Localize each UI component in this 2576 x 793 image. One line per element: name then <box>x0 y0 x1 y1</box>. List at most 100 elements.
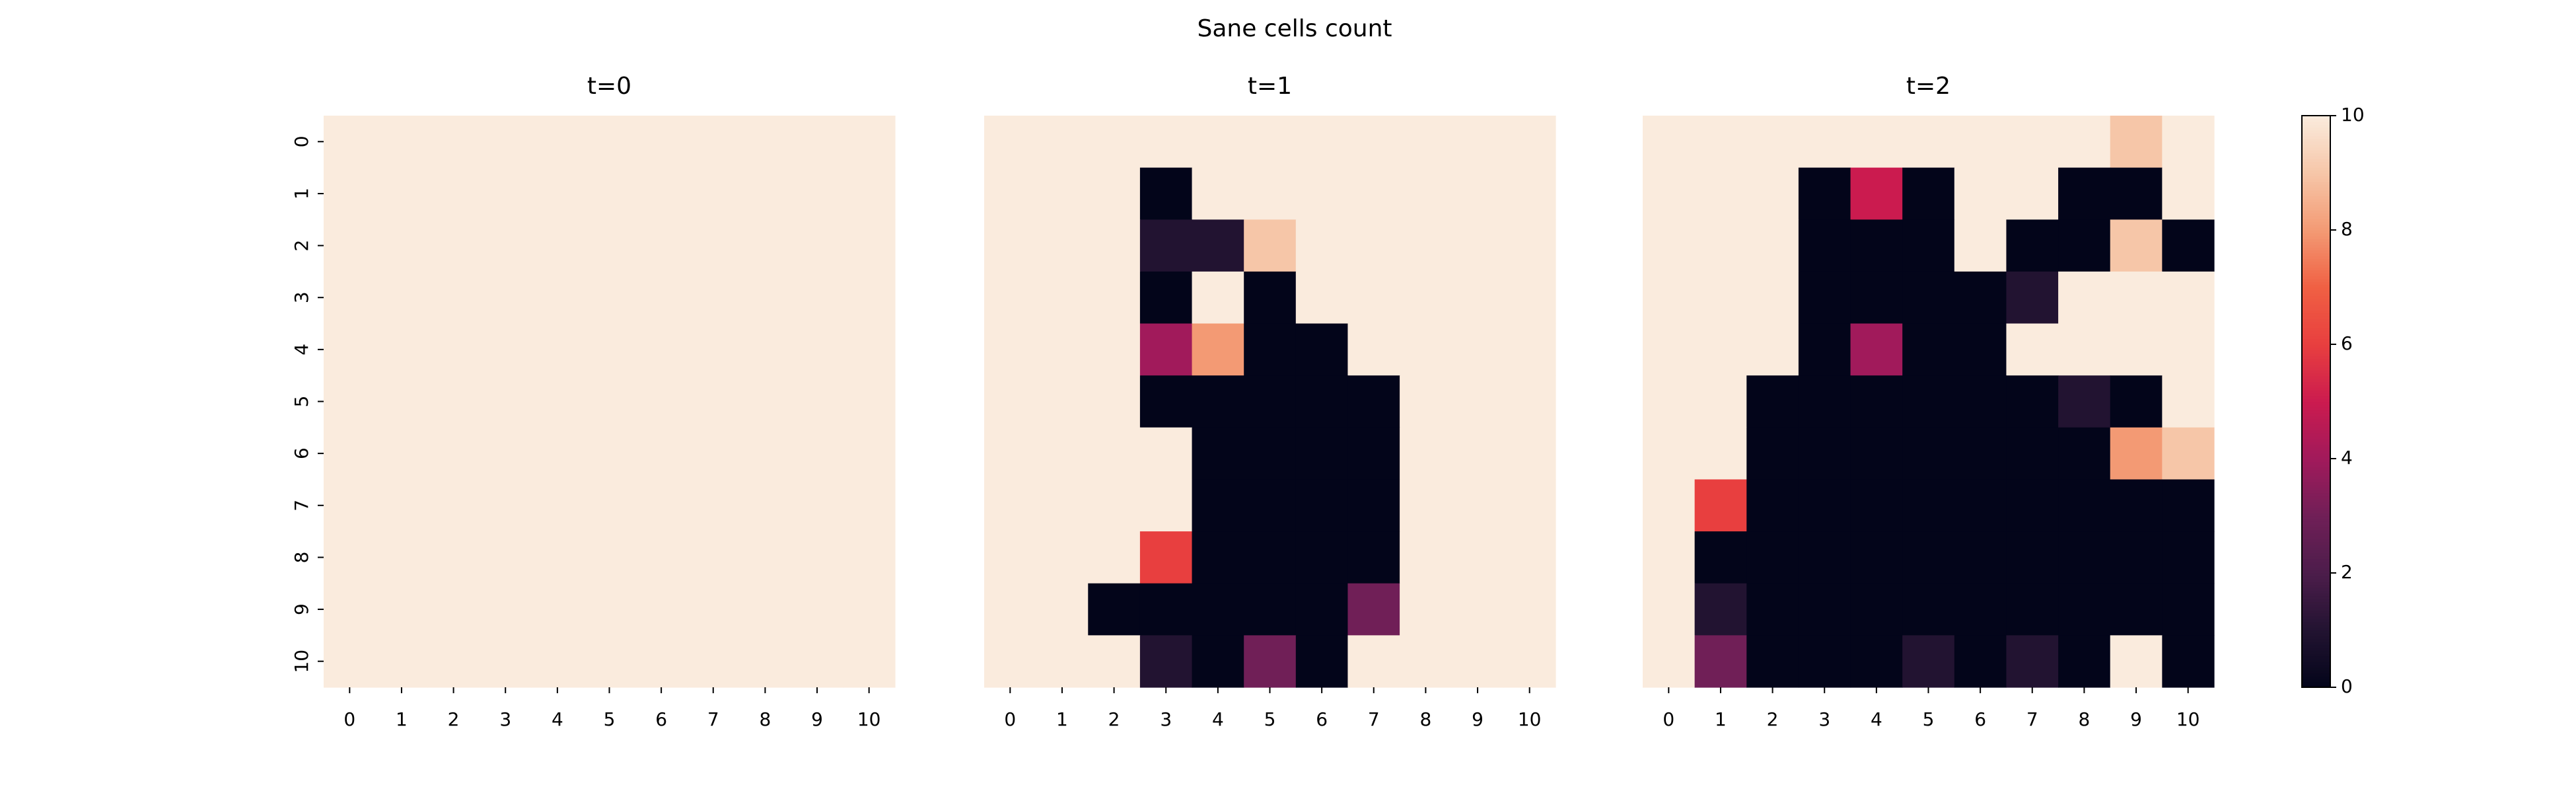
cell <box>531 323 584 376</box>
cell <box>427 116 480 169</box>
colorbar-slice <box>2302 338 2330 342</box>
colorbar-slice <box>2302 636 2330 640</box>
cell <box>324 219 376 272</box>
cell <box>1643 271 1696 324</box>
cell <box>791 375 843 428</box>
colorbar-slice <box>2302 213 2330 217</box>
x-tick-label: 2 <box>1767 708 1779 730</box>
cell <box>479 167 532 220</box>
colorbar-slice <box>2302 638 2330 642</box>
cell <box>1451 427 1504 480</box>
colorbar-slice <box>2302 352 2330 357</box>
cell <box>1746 427 1799 480</box>
colorbar-slice <box>2302 187 2330 191</box>
colorbar-slice <box>2302 135 2330 139</box>
cell <box>1451 271 1504 324</box>
colorbar-slice <box>2302 632 2330 636</box>
cell <box>2006 271 2059 324</box>
colorbar-slice <box>2302 196 2330 200</box>
colorbar-slice <box>2302 418 2330 422</box>
cell <box>427 271 480 324</box>
colorbar-slice <box>2302 658 2330 662</box>
colorbar-slice <box>2302 184 2330 188</box>
colorbar-slice <box>2302 284 2330 288</box>
colorbar-slice <box>2302 450 2330 454</box>
cell <box>2162 531 2215 584</box>
colorbar-slice <box>2302 421 2330 425</box>
cell <box>427 479 480 532</box>
cell <box>1954 271 2007 324</box>
cell <box>1850 375 1903 428</box>
colorbar-slice <box>2302 130 2330 133</box>
colorbar-slice <box>2302 615 2330 619</box>
colorbar-slice <box>2302 209 2330 213</box>
colorbar-slice <box>2302 153 2330 157</box>
cell <box>791 323 843 376</box>
cell <box>2110 531 2163 584</box>
cell <box>479 635 532 688</box>
cell <box>1746 531 1799 584</box>
colorbar-slice <box>2302 653 2330 657</box>
cell <box>531 219 584 272</box>
colorbar-slice <box>2302 132 2330 137</box>
cell <box>1244 479 1297 532</box>
cell <box>1643 167 1696 220</box>
cell <box>1798 219 1851 272</box>
cell <box>1954 219 2007 272</box>
cell <box>427 375 480 428</box>
colorbar-slice <box>2302 393 2330 397</box>
colorbar-slice <box>2302 233 2330 237</box>
cell <box>2162 375 2215 428</box>
cell <box>324 271 376 324</box>
colorbar-slice <box>2302 201 2330 205</box>
cell <box>635 375 688 428</box>
x-tick-label: 2 <box>1108 708 1120 730</box>
cell <box>1088 531 1141 584</box>
y-tick-label: 0 <box>291 135 312 147</box>
cell <box>1798 635 1851 688</box>
x-tick-label: 10 <box>1518 708 1542 730</box>
colorbar-slice <box>2302 673 2330 677</box>
cell <box>1244 219 1297 272</box>
cell <box>1036 219 1089 272</box>
colorbar-slice <box>2302 607 2330 611</box>
cell <box>984 479 1037 532</box>
cell <box>1192 583 1244 636</box>
cell <box>2058 479 2111 532</box>
cell <box>1694 479 1747 532</box>
cell <box>375 479 428 532</box>
cell <box>479 583 532 636</box>
cell <box>2110 323 2163 376</box>
cell <box>1139 167 1193 220</box>
cell <box>583 271 636 324</box>
cell <box>635 323 688 376</box>
cell <box>1192 167 1244 220</box>
cell <box>1244 323 1297 376</box>
colorbar-slice <box>2302 478 2330 482</box>
cell <box>1694 323 1747 376</box>
colorbar-slice <box>2302 167 2330 170</box>
colorbar-slice <box>2302 278 2330 282</box>
cell <box>1954 427 2007 480</box>
colorbar-slice <box>2302 241 2330 245</box>
cell <box>1746 583 1799 636</box>
colorbar-slice <box>2302 224 2330 228</box>
x-tick-label: 9 <box>811 708 823 730</box>
cell <box>1088 479 1141 532</box>
cell <box>1798 531 1851 584</box>
cell <box>479 479 532 532</box>
cell <box>531 375 584 428</box>
cell <box>2058 635 2111 688</box>
cell <box>1400 583 1452 636</box>
x-tick-label: 1 <box>396 708 408 730</box>
cell <box>1503 531 1556 584</box>
cell <box>583 167 636 220</box>
panel-title: t=2 <box>1906 73 1950 100</box>
cell <box>1192 375 1244 428</box>
colorbar-slice <box>2302 264 2330 268</box>
cell <box>843 323 896 376</box>
cell <box>687 583 740 636</box>
colorbar-slice <box>2302 398 2330 402</box>
cell <box>1192 271 1244 324</box>
cell <box>1746 167 1799 220</box>
